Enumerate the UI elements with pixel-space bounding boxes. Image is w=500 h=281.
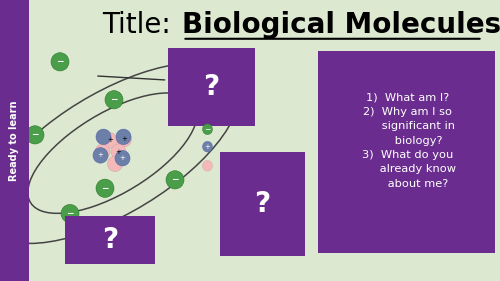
Bar — [168, 48, 255, 126]
Text: ?: ? — [102, 226, 118, 254]
Text: −: − — [102, 184, 109, 193]
Ellipse shape — [202, 160, 212, 171]
Ellipse shape — [96, 179, 114, 197]
Ellipse shape — [96, 129, 111, 144]
Bar — [318, 51, 495, 253]
Ellipse shape — [202, 124, 212, 135]
Ellipse shape — [26, 126, 44, 144]
Text: −: − — [110, 95, 118, 104]
Text: −: − — [66, 209, 74, 218]
Text: +: + — [204, 144, 210, 150]
Ellipse shape — [102, 133, 118, 148]
Ellipse shape — [111, 144, 126, 159]
Ellipse shape — [105, 90, 123, 109]
Text: −: − — [31, 130, 39, 139]
Ellipse shape — [95, 144, 110, 159]
Bar — [220, 152, 305, 256]
Ellipse shape — [51, 53, 69, 71]
Text: +: + — [116, 149, 121, 155]
Ellipse shape — [108, 156, 122, 171]
Text: +: + — [98, 152, 103, 158]
Text: Ready to learn: Ready to learn — [9, 100, 19, 181]
Text: +: + — [120, 155, 126, 161]
Ellipse shape — [166, 171, 184, 189]
Ellipse shape — [93, 148, 108, 163]
Text: 1)  What am I?
2)  Why am I so
      significant in
      biology?
3)  What do y: 1) What am I? 2) Why am I so significant… — [358, 92, 456, 189]
Text: Biological Molecules: Biological Molecules — [182, 11, 500, 39]
Ellipse shape — [115, 151, 130, 166]
Ellipse shape — [202, 141, 212, 152]
Text: −: − — [204, 125, 210, 134]
Text: +: + — [107, 137, 113, 144]
Ellipse shape — [61, 204, 79, 223]
Text: ?: ? — [204, 73, 220, 101]
Text: ?: ? — [254, 190, 270, 218]
Text: −: − — [56, 57, 64, 66]
Text: Title:: Title: — [102, 11, 180, 39]
Bar — [65, 216, 155, 264]
Ellipse shape — [116, 129, 131, 144]
Text: +: + — [121, 136, 127, 142]
Bar — [0, 0, 28, 281]
Ellipse shape — [116, 132, 132, 147]
Text: −: − — [171, 175, 179, 184]
